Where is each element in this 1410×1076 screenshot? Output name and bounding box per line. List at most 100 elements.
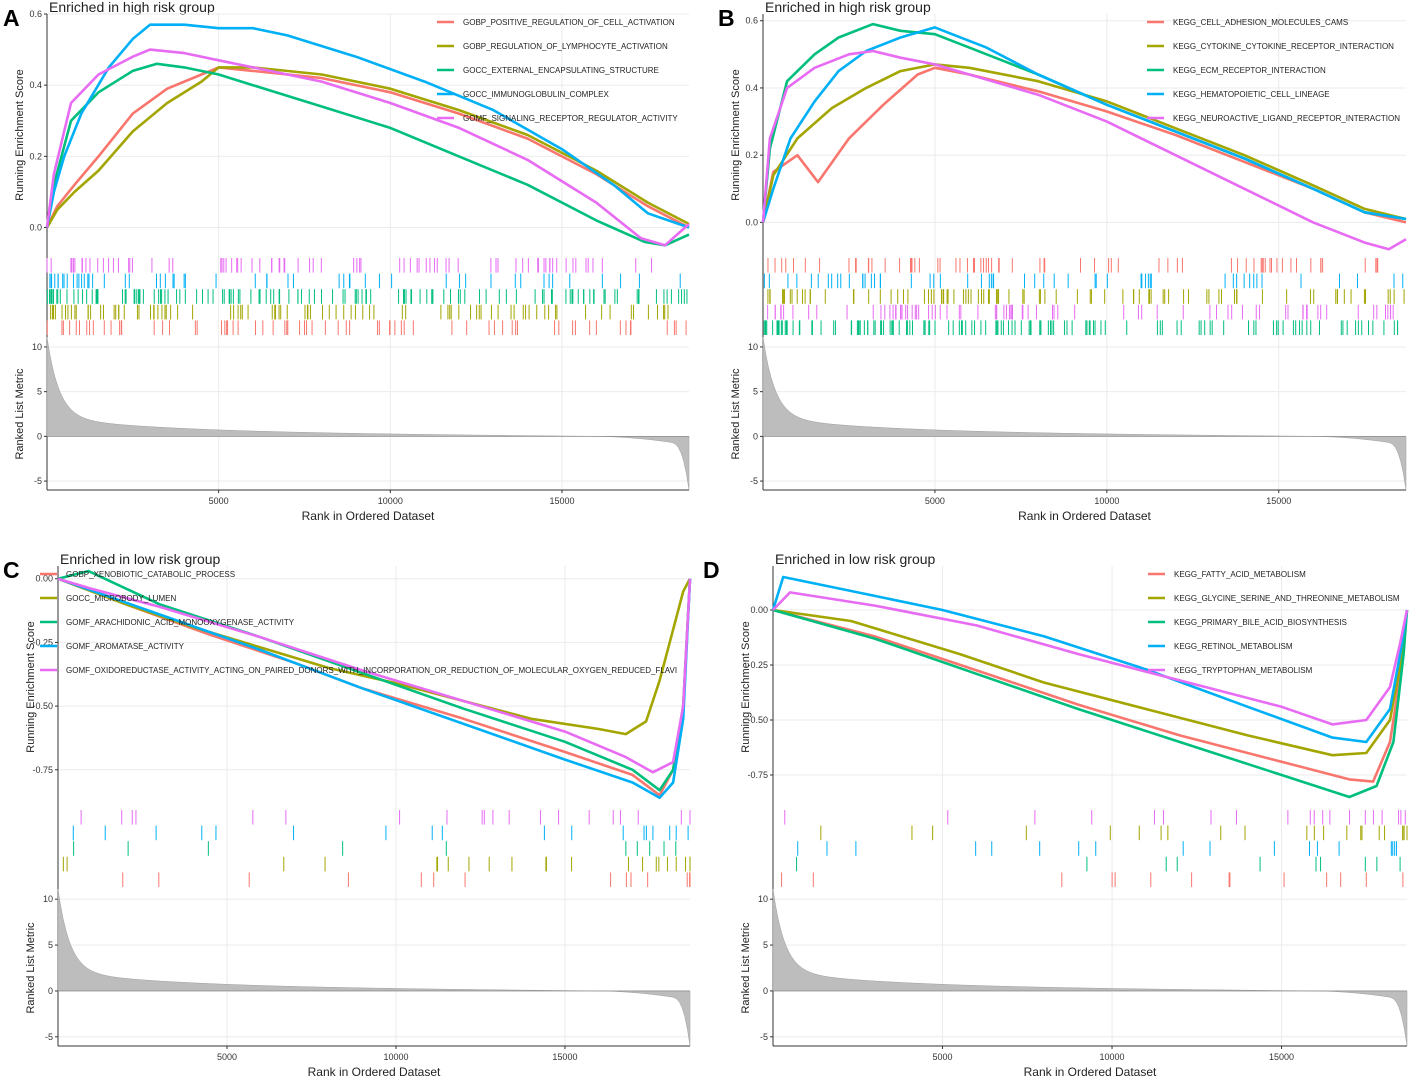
metric-y-tick-label: 10 (758, 894, 768, 904)
es-y-tick-label: 0.2 (29, 151, 42, 161)
legend-entry: GOMF_SIGNALING_RECEPTOR_REGULATOR_ACTIVI… (463, 114, 678, 123)
legend-entry: KEGG_RETINOL_METABOLISM (1174, 642, 1293, 651)
es-line (45, 23, 690, 229)
es-y-tick-label: 0.4 (745, 83, 758, 93)
es-y-tick-label: 0.6 (29, 9, 42, 19)
legend-entry: KEGG_TRYPTOPHAN_METABOLISM (1174, 666, 1313, 675)
x-tick-label: 15000 (549, 496, 574, 506)
metric-y-tick-label: 10 (748, 342, 758, 352)
metric-y-tick-label: 5 (48, 940, 53, 950)
es-y-label: Running Enrichment Score (730, 69, 742, 200)
es-line (45, 66, 690, 229)
x-tick-label: 10000 (1100, 1052, 1125, 1062)
metric-y-tick-label: 0 (753, 431, 758, 441)
panel-label: A (3, 5, 20, 31)
legend-entry: GOCC_MICROBODY_LUMEN (66, 594, 176, 603)
x-tick-label: 10000 (383, 1052, 408, 1062)
ranked-metric-area (772, 889, 1408, 1046)
es-y-tick-label: -0.50 (32, 701, 53, 711)
panel-label: D (703, 557, 720, 583)
panel-a: A Enriched in high risk group 0.0 0.2 0.4 0.6… (3, 0, 690, 523)
metric-y-tick-label: -5 (750, 476, 758, 486)
legend-entry: GOBP_REGULATION_OF_LYMPHOCYTE_ACTIVATION (463, 42, 668, 51)
metric-y-tick-label: -5 (34, 476, 42, 486)
es-line (771, 575, 1409, 744)
es-y-tick-label: 0.2 (745, 150, 758, 160)
metric-y-tick-label: 0 (48, 986, 53, 996)
es-y-tick-label: -0.25 (32, 637, 53, 647)
metric-y-label: Ranked List Metric (740, 922, 752, 1014)
legend-entry: KEGG_CYTOKINE_CYTOKINE_RECEPTOR_INTERACT… (1173, 42, 1394, 51)
metric-y-label: Ranked List Metric (25, 922, 37, 1014)
x-tick-label: 15000 (552, 1052, 577, 1062)
legend-entry: GOMF_ARACHIDONIC_ACID_MONOOXYGENASE_ACTI… (66, 618, 295, 627)
x-axis-label: Rank in Ordered Dataset (1024, 1065, 1157, 1076)
panel-b: B Enriched in high risk group 0.0 0.2 0.4 0.6… (718, 0, 1407, 523)
panel-c: C Enriched in low risk group 0.00 -0.25 -0.5… (3, 551, 692, 1076)
x-tick-label: 15000 (1269, 1052, 1294, 1062)
legend-entry: GOCC_IMMUNOGLOBULIN_COMPLEX (463, 90, 609, 99)
metric-y-tick-label: -5 (45, 1032, 53, 1042)
panel-title: Enriched in high risk group (49, 0, 215, 15)
x-axis-label: Rank in Ordered Dataset (302, 509, 435, 523)
x-tick-label: 10000 (1094, 496, 1119, 506)
metric-y-tick-label: 10 (43, 894, 53, 904)
x-tick-label: 5000 (925, 496, 945, 506)
x-axis-label: Rank in Ordered Dataset (1018, 509, 1151, 523)
metric-y-tick-label: 5 (763, 940, 768, 950)
metric-y-tick-label: 0 (763, 986, 768, 996)
es-y-label: Running Enrichment Score (740, 621, 752, 752)
es-line (761, 49, 1407, 251)
panel-label: C (3, 557, 20, 583)
es-line (45, 48, 690, 247)
metric-y-tick-label: -5 (760, 1032, 768, 1042)
x-tick-label: 5000 (933, 1052, 953, 1062)
x-tick-label: 10000 (378, 496, 403, 506)
es-line (772, 608, 1409, 757)
panel-title: Enriched in low risk group (60, 551, 221, 567)
es-y-label: Running Enrichment Score (25, 621, 37, 752)
es-line (761, 26, 1407, 223)
legend-entry: KEGG_ECM_RECEPTOR_INTERACTION (1173, 66, 1326, 75)
metric-y-tick-label: 5 (753, 387, 758, 397)
legend-entry: GOMF_AROMATASE_ACTIVITY (66, 642, 185, 651)
legend-entry: KEGG_HEMATOPOIETIC_CELL_LINEAGE (1173, 90, 1330, 99)
es-y-tick-label: -0.75 (747, 770, 768, 780)
legend-entry: GOBP_POSITIVE_REGULATION_OF_CELL_ACTIVAT… (463, 18, 675, 27)
ranked-metric-area (762, 337, 1407, 490)
panel-title: Enriched in low risk group (775, 551, 936, 567)
es-y-tick-label: 0.00 (35, 574, 53, 584)
x-axis-label: Rank in Ordered Dataset (308, 1065, 441, 1076)
es-line (772, 608, 1409, 799)
legend-entry: KEGG_CELL_ADHESION_MOLECULES_CAMS (1173, 18, 1348, 27)
legend-entry: KEGG_PRIMARY_BILE_ACID_BIOSYNTHESIS (1174, 618, 1347, 627)
legend-entry: KEGG_FATTY_ACID_METABOLISM (1174, 570, 1306, 579)
ranked-metric-area (46, 337, 690, 490)
es-line (761, 66, 1407, 224)
es-y-tick-label: -0.25 (747, 660, 768, 670)
es-y-tick-label: -0.50 (747, 715, 768, 725)
metric-y-tick-label: 10 (32, 342, 42, 352)
ranked-metric-area (57, 889, 691, 1046)
es-line (45, 66, 690, 229)
x-tick-label: 5000 (209, 496, 229, 506)
panel-label: B (718, 5, 735, 31)
es-line (57, 577, 692, 800)
legend-entry: KEGG_GLYCINE_SERINE_AND_THREONINE_METABO… (1174, 594, 1400, 603)
x-tick-label: 5000 (217, 1052, 237, 1062)
es-y-label: Running Enrichment Score (14, 69, 26, 200)
x-tick-label: 15000 (1266, 496, 1291, 506)
es-y-tick-label: 0.6 (745, 16, 758, 26)
legend-entry: GOCC_EXTERNAL_ENCAPSULATING_STRUCTURE (463, 66, 659, 75)
es-y-tick-label: -0.75 (32, 765, 53, 775)
legend-entry: KEGG_NEUROACTIVE_LIGAND_RECEPTOR_INTERAC… (1173, 114, 1400, 123)
es-y-tick-label: 0.0 (745, 217, 758, 227)
es-line (761, 63, 1407, 223)
panel-d: D Enriched in low risk group 0.00 -0.25 -0.5… (703, 551, 1409, 1076)
legend-entry: GOBP_XENOBIOTIC_CATABOLIC_PROCESS (66, 570, 235, 579)
legend-entry: GOMF_OXIDOREDUCTASE_ACTIVITY_ACTING_ON_P… (66, 666, 677, 675)
es-line (57, 577, 692, 774)
es-y-tick-label: 0.00 (750, 605, 768, 615)
es-y-tick-label: 0.4 (29, 80, 42, 90)
